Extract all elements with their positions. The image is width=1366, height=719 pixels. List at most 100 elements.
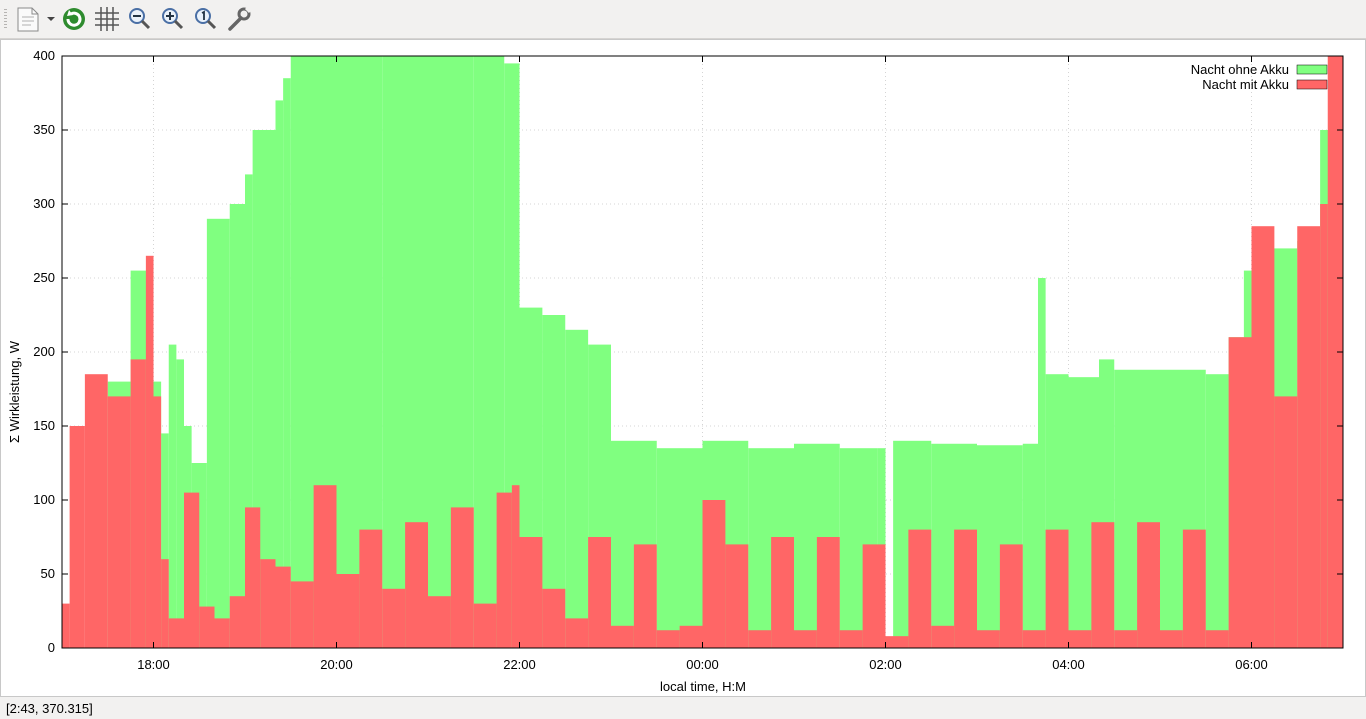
bar-nacht-mit-akku xyxy=(679,625,703,648)
bar-nacht-mit-akku xyxy=(1045,529,1069,648)
bar-nacht-ohne-akku xyxy=(542,315,566,648)
y-tick-label: 300 xyxy=(33,196,55,211)
bar-nacht-mit-akku xyxy=(1274,396,1298,648)
bar-nacht-mit-akku xyxy=(1182,529,1206,648)
bar-nacht-ohne-akku xyxy=(1205,374,1229,648)
y-tick-label: 200 xyxy=(33,344,55,359)
bar-nacht-ohne-akku xyxy=(206,218,230,649)
legend-swatch-nacht-mit-akku xyxy=(1296,79,1328,90)
bar-nacht-mit-akku xyxy=(336,574,360,648)
bar-nacht-ohne-akku xyxy=(283,78,291,648)
zoom-in-icon xyxy=(158,4,188,34)
bar-nacht-mit-akku xyxy=(405,522,428,648)
bar-nacht-mit-akku xyxy=(275,566,291,648)
replot-button[interactable] xyxy=(59,4,89,34)
bar-nacht-mit-akku xyxy=(1228,337,1252,648)
bar-nacht-mit-akku xyxy=(313,485,337,648)
bar-nacht-mit-akku xyxy=(428,596,451,648)
grid-button[interactable] xyxy=(92,4,122,34)
bar-nacht-mit-akku xyxy=(496,492,512,648)
bar-nacht-ohne-akku xyxy=(656,448,703,648)
bar-nacht-ohne-akku xyxy=(245,174,253,648)
y-axis-label: Σ Wirkleistung, W xyxy=(7,340,22,443)
bar-nacht-mit-akku xyxy=(130,359,146,648)
bar-nacht-ohne-akku xyxy=(168,344,177,648)
bar-nacht-mit-akku xyxy=(69,426,85,648)
bar-nacht-mit-akku xyxy=(885,636,909,648)
bar-nacht-ohne-akku xyxy=(176,359,184,648)
bar-nacht-mit-akku xyxy=(839,630,863,648)
export-button[interactable] xyxy=(14,4,56,34)
bar-nacht-mit-akku xyxy=(656,630,680,648)
bar-nacht-mit-akku xyxy=(1160,630,1183,648)
bar-nacht-mit-akku xyxy=(519,537,543,648)
bar-nacht-mit-akku xyxy=(725,544,749,648)
bar-nacht-mit-akku xyxy=(931,625,955,648)
y-tick-label: 350 xyxy=(33,122,55,137)
bar-nacht-mit-akku xyxy=(908,529,932,648)
bar-nacht-mit-akku xyxy=(511,485,520,648)
bar-nacht-mit-akku xyxy=(184,492,200,648)
plot-area[interactable]: 0 50 100 150 200 250 300 350 400 18:00 20:00 22:00 0… xyxy=(0,39,1366,697)
bar-nacht-mit-akku xyxy=(161,559,169,648)
bar-nacht-ohne-akku xyxy=(565,329,589,648)
bar-nacht-mit-akku xyxy=(633,544,657,648)
replot-icon xyxy=(59,4,89,34)
zoom-reset-icon xyxy=(191,4,221,34)
bar-nacht-mit-akku xyxy=(977,630,1000,648)
toolbar xyxy=(0,0,1366,39)
x-tick-label: 04:00 xyxy=(1052,657,1085,672)
x-tick-label: 00:00 xyxy=(686,657,719,672)
bar-nacht-mit-akku xyxy=(199,606,215,648)
bar-nacht-mit-akku xyxy=(1297,226,1321,648)
legend-swatch-nacht-ohne-akku xyxy=(1296,64,1328,75)
bar-nacht-mit-akku xyxy=(245,507,261,648)
bar-nacht-mit-akku xyxy=(816,537,840,648)
x-tick-label: 22:00 xyxy=(503,657,536,672)
bar-nacht-mit-akku xyxy=(748,630,772,648)
bar-nacht-mit-akku xyxy=(542,588,566,648)
x-tick-label: 18:00 xyxy=(137,657,170,672)
grid-icon xyxy=(92,4,122,34)
bar-nacht-mit-akku xyxy=(1137,522,1160,648)
bar-nacht-mit-akku xyxy=(794,630,817,648)
toolbar-grip xyxy=(4,9,7,29)
legend-label-nacht-ohne-akku: Nacht ohne Akku xyxy=(1191,62,1289,77)
bar-nacht-mit-akku xyxy=(611,625,634,648)
export-icon xyxy=(14,4,56,34)
bar-nacht-mit-akku xyxy=(168,618,184,648)
bar-nacht-mit-akku xyxy=(62,603,70,648)
bar-nacht-mit-akku xyxy=(1091,522,1115,648)
bar-nacht-mit-akku xyxy=(145,255,154,649)
zoom-reset-button[interactable] xyxy=(191,4,221,34)
zoom-out-button[interactable] xyxy=(125,4,155,34)
bar-nacht-mit-akku xyxy=(771,537,794,648)
y-tick-label: 400 xyxy=(33,48,55,63)
y-tick-label: 100 xyxy=(33,492,55,507)
bar-nacht-mit-akku xyxy=(1251,226,1275,648)
bar-nacht-mit-akku xyxy=(999,544,1023,648)
bar-nacht-ohne-akku xyxy=(1022,443,1038,648)
y-tick-label: 250 xyxy=(33,270,55,285)
zoom-in-button[interactable] xyxy=(158,4,188,34)
bar-nacht-mit-akku xyxy=(1320,204,1328,648)
bar-nacht-ohne-akku xyxy=(161,433,169,648)
cursor-coordinates: [2:43, 370.315] xyxy=(6,701,93,716)
bar-nacht-mit-akku xyxy=(954,529,977,648)
bar-nacht-mit-akku xyxy=(382,588,406,648)
bar-nacht-mit-akku xyxy=(862,544,886,648)
y-tick-label: 50 xyxy=(41,566,55,581)
bar-nacht-mit-akku xyxy=(260,559,276,648)
x-axis-label: local time, H:M xyxy=(660,679,746,694)
bar-nacht-mit-akku xyxy=(1068,630,1092,648)
chart: 0 50 100 150 200 250 300 350 400 18:00 20:00 22:00 0… xyxy=(7,48,1344,694)
x-tick-label: 20:00 xyxy=(320,657,353,672)
bar-nacht-mit-akku xyxy=(214,618,230,648)
settings-button[interactable] xyxy=(224,4,254,34)
zoom-out-icon xyxy=(125,4,155,34)
bar-nacht-mit-akku xyxy=(290,581,314,648)
x-tick-label: 06:00 xyxy=(1235,657,1268,672)
bar-nacht-mit-akku xyxy=(229,596,245,648)
y-tick-label: 150 xyxy=(33,418,55,433)
bar-nacht-ohne-akku xyxy=(229,204,245,648)
